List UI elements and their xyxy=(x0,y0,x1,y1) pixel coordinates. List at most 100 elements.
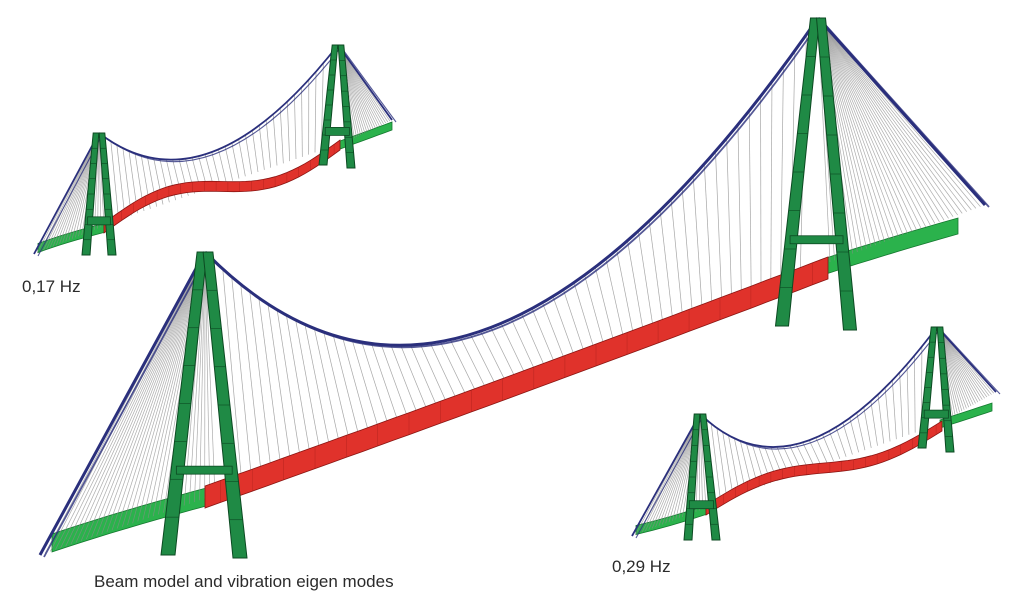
hanger-cable xyxy=(231,276,252,478)
hanger-cable xyxy=(842,422,853,455)
hanger-cable xyxy=(737,124,742,296)
hanger-cable xyxy=(616,249,634,336)
hanger-cable xyxy=(510,318,536,372)
backstay-cable xyxy=(635,415,704,539)
backstay-cable xyxy=(38,251,207,556)
hanger-cable xyxy=(906,364,910,435)
hanger-cable xyxy=(490,327,517,380)
stay-cable xyxy=(204,251,211,497)
pylon-crossbeam xyxy=(324,127,350,136)
hanger-cable xyxy=(332,335,360,438)
hanger-cable xyxy=(323,331,350,441)
bridge-deck xyxy=(204,256,829,509)
figure-caption: Beam model and vibration eigen modes xyxy=(94,572,394,591)
stay-cable xyxy=(60,251,206,549)
hanger-cable xyxy=(692,176,703,310)
stay-cable xyxy=(817,17,895,239)
pylon-crossbeam xyxy=(923,409,949,419)
hanger-cable xyxy=(249,291,272,470)
hanger-cable xyxy=(703,163,713,307)
hanger-cable xyxy=(659,210,674,321)
hanger-cable xyxy=(849,417,860,453)
stay-cable xyxy=(86,251,206,540)
stay-cable xyxy=(817,17,977,209)
stay-cable xyxy=(337,44,384,125)
hanger-cable xyxy=(542,302,566,361)
hanger-cable xyxy=(276,309,301,459)
hanger-cable xyxy=(449,339,478,394)
main-cable xyxy=(101,46,342,163)
hanger-cable xyxy=(870,401,878,446)
stay-cable xyxy=(817,17,908,234)
hanger-cable xyxy=(835,427,847,457)
backstay-cable xyxy=(33,132,100,255)
hanger-cable xyxy=(380,344,409,420)
hanger-cable xyxy=(251,130,259,173)
pylon-crossbeam xyxy=(87,216,111,226)
bridge-model-mode-2 xyxy=(631,326,1001,541)
hanger-cable xyxy=(361,341,389,427)
hanger-cable xyxy=(715,151,723,303)
hanger-cable xyxy=(681,187,693,314)
stay-cable xyxy=(817,17,945,221)
bridge-model-mode-1 xyxy=(33,44,397,257)
hanger-cable xyxy=(258,297,282,467)
stay-cable xyxy=(199,251,206,501)
hanger-cable xyxy=(265,119,272,168)
hanger-cable xyxy=(594,267,615,343)
stay-cable xyxy=(651,413,701,529)
hanger-cable xyxy=(301,87,303,157)
bridge-deck xyxy=(103,139,341,234)
backstay-cable xyxy=(631,413,701,537)
hanger-cable xyxy=(780,66,784,281)
hanger-cable xyxy=(573,282,595,351)
hanger-cable xyxy=(899,372,903,437)
backstay-cable xyxy=(820,19,990,208)
mode-1-frequency-label: 0,17 Hz xyxy=(22,277,81,296)
hanger-cable xyxy=(748,110,752,292)
stay-cable xyxy=(49,132,100,248)
stay-cable xyxy=(817,17,940,222)
hanger-cable xyxy=(400,345,429,412)
main-cable xyxy=(207,19,822,349)
hanger-cable xyxy=(294,94,297,160)
hanger-cable xyxy=(480,331,507,383)
stay-cable xyxy=(98,132,102,228)
stay-cable xyxy=(695,413,701,512)
hanger-cable xyxy=(231,142,240,179)
hanger-cable xyxy=(439,341,468,398)
stay-cable xyxy=(936,326,988,398)
stay-cable xyxy=(94,132,100,230)
hanger-cable xyxy=(314,71,317,153)
hanger-cable xyxy=(313,328,340,445)
hanger-cable xyxy=(863,407,872,449)
hanger-cable xyxy=(279,108,284,164)
hanger-cable xyxy=(584,274,605,347)
hanger-cable xyxy=(627,240,644,332)
stay-cable xyxy=(936,326,985,399)
hanger-cable xyxy=(429,343,458,401)
stay-cable xyxy=(817,17,931,226)
hanger-cable xyxy=(224,146,234,181)
stay-cable xyxy=(648,413,701,530)
hanger-cable xyxy=(808,440,822,466)
hanger-cable xyxy=(770,81,773,285)
hanger-cable xyxy=(637,230,654,329)
hanger-cable xyxy=(238,139,246,177)
bridge-deck xyxy=(939,402,993,429)
stay-cable xyxy=(817,17,949,219)
hanger-cable xyxy=(122,148,132,216)
main-cable xyxy=(699,326,938,448)
stay-cable xyxy=(936,326,990,397)
hanger-cable xyxy=(245,134,253,175)
hanger-cable xyxy=(726,138,732,300)
pylon-crossbeam xyxy=(175,465,233,475)
stay-cable xyxy=(817,17,922,229)
hanger-cable xyxy=(531,308,556,365)
hanger-cable xyxy=(211,151,221,186)
hanger-cable xyxy=(390,344,419,416)
stay-cable xyxy=(91,251,206,538)
bridge-deck xyxy=(705,420,943,516)
main-cable xyxy=(98,44,339,161)
